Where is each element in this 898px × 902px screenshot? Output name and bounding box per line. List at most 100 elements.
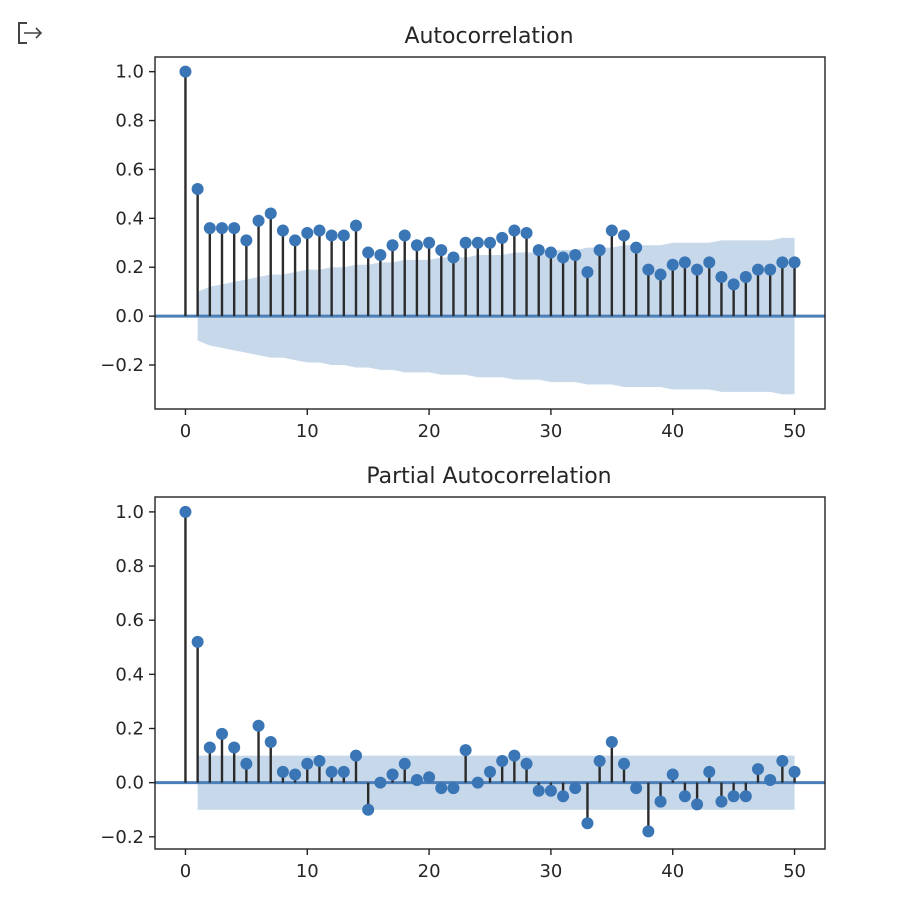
data-point-49: [776, 256, 789, 269]
data-point-16: [374, 776, 387, 789]
data-point-42: [691, 263, 704, 276]
chart-title: Autocorrelation: [404, 24, 573, 49]
data-point-30: [544, 784, 557, 797]
data-point-22: [447, 251, 460, 264]
x-tick-label: 30: [539, 861, 562, 882]
data-point-38: [642, 263, 655, 276]
x-tick-label: 30: [539, 421, 562, 442]
data-point-15: [362, 246, 375, 259]
data-point-34: [593, 244, 606, 257]
y-tick-label: 0.0: [115, 306, 144, 327]
data-point-39: [654, 268, 667, 281]
plot-frame: [154, 56, 826, 410]
data-point-3: [216, 222, 228, 235]
data-point-28: [520, 227, 533, 239]
data-point-23: [459, 236, 472, 249]
data-point-1: [191, 635, 204, 648]
data-point-3: [216, 727, 228, 740]
data-point-41: [678, 256, 691, 269]
y-tick-label: 0.2: [115, 719, 144, 740]
data-point-45: [727, 790, 740, 803]
data-point-47: [752, 263, 764, 276]
data-point-25: [484, 236, 496, 249]
data-point-5: [240, 234, 253, 247]
data-point-13: [337, 765, 350, 778]
data-point-49: [776, 755, 789, 767]
data-point-9: [289, 768, 302, 781]
data-point-14: [350, 219, 362, 232]
autocorrelation-chart: Autocorrelation 0 10 20 30 40 50 −0.2 0.0 0.2 0.4…: [100, 24, 826, 442]
data-point-2: [203, 741, 216, 754]
data-point-43: [703, 256, 716, 269]
data-point-32: [569, 782, 582, 795]
data-point-26: [496, 231, 509, 244]
y-tick-label: 1.0: [115, 62, 144, 83]
data-point-19: [410, 773, 423, 786]
chart-title: Partial Autocorrelation: [366, 464, 611, 489]
data-point-8: [276, 224, 289, 237]
data-point-5: [240, 757, 253, 770]
data-point-41: [678, 790, 691, 803]
data-point-19: [410, 239, 423, 252]
data-point-0: [179, 65, 192, 78]
data-point-7: [264, 736, 277, 749]
data-point-0: [179, 505, 192, 518]
data-point-8: [276, 765, 289, 778]
x-tick-label: 40: [661, 421, 684, 442]
x-tick-label: 50: [783, 861, 806, 882]
data-point-18: [398, 229, 411, 242]
data-point-50: [788, 765, 801, 778]
data-point-28: [520, 757, 533, 770]
data-point-9: [289, 234, 302, 247]
x-tick-label: 0: [180, 861, 191, 882]
y-tick-label: 0.8: [115, 556, 144, 577]
data-point-43: [703, 765, 716, 778]
data-point-24: [471, 236, 484, 249]
y-tick-label: 0.2: [115, 257, 144, 278]
data-point-47: [752, 763, 764, 776]
x-tick-label: 0: [180, 421, 191, 442]
data-point-20: [423, 771, 436, 784]
data-point-45: [727, 278, 740, 291]
data-point-4: [228, 741, 241, 754]
y-tick-label: −0.2: [100, 355, 144, 376]
data-point-44: [715, 271, 728, 283]
data-point-46: [739, 271, 752, 283]
data-point-24: [471, 776, 484, 789]
x-tick-label: 20: [418, 421, 441, 442]
data-point-21: [435, 244, 448, 257]
data-point-46: [739, 790, 752, 803]
data-point-40: [666, 768, 679, 781]
data-point-12: [325, 229, 338, 242]
data-point-50: [788, 256, 801, 269]
y-tick-label: 0.4: [115, 664, 144, 685]
output-arrow-icon: [16, 20, 46, 46]
data-point-4: [228, 222, 241, 235]
data-point-39: [654, 795, 667, 808]
data-point-11: [313, 755, 326, 767]
x-tick-label: 40: [661, 861, 684, 882]
data-point-35: [605, 224, 618, 237]
data-point-29: [532, 244, 545, 257]
data-point-21: [435, 782, 448, 795]
data-point-27: [508, 749, 521, 762]
data-point-48: [764, 773, 777, 786]
data-point-34: [593, 755, 606, 767]
data-point-40: [666, 258, 679, 271]
data-point-31: [557, 790, 570, 803]
data-point-26: [496, 755, 509, 767]
y-tick-label: −0.2: [100, 827, 144, 848]
data-point-29: [532, 784, 545, 797]
partial-autocorrelation-chart: Partial Autocorrelation 0 10 20 30 40 50 −0.2 0…: [100, 464, 826, 882]
data-point-27: [508, 224, 521, 237]
x-tick-label: 10: [296, 421, 319, 442]
data-point-10: [301, 757, 314, 770]
y-tick-label: 0.8: [115, 111, 144, 132]
y-tick-label: 1.0: [115, 502, 144, 523]
data-point-36: [618, 229, 630, 242]
data-point-48: [764, 263, 777, 276]
y-tick-label: 0.4: [115, 208, 144, 229]
data-point-6: [252, 719, 265, 732]
y-tick-label: 0.6: [115, 159, 144, 180]
